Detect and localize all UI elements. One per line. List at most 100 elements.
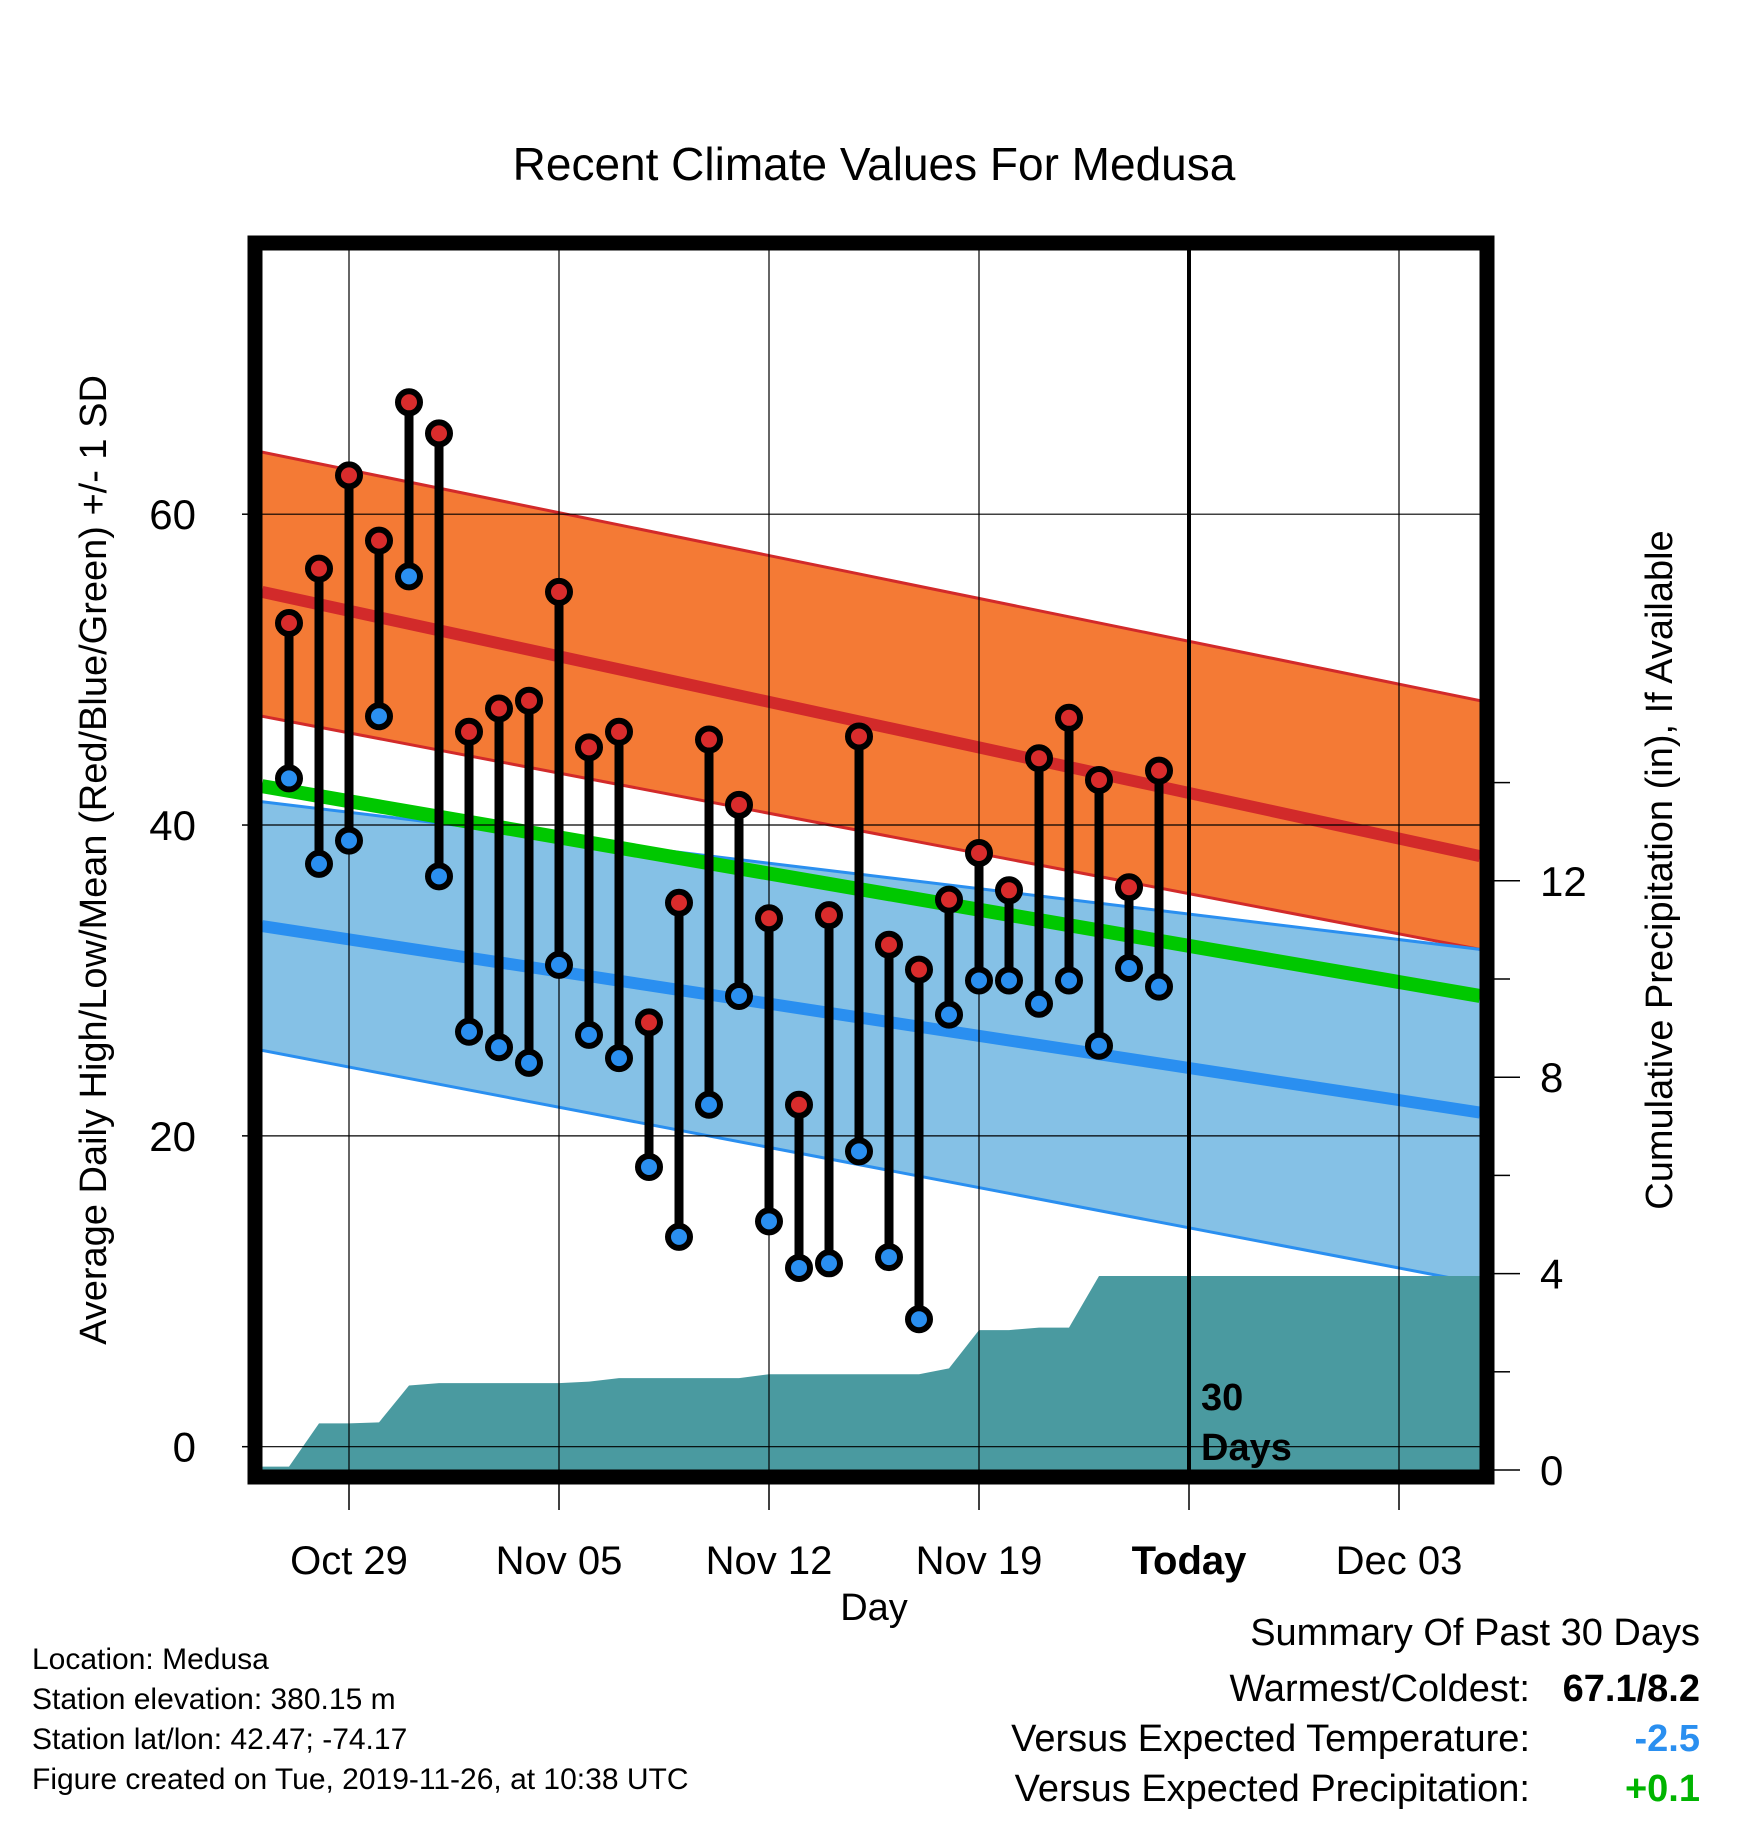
daily-low-point — [275, 764, 303, 793]
today-days-label: Days — [1201, 1427, 1292, 1469]
daily-low-point — [455, 1017, 483, 1046]
x-tick-label: Oct 29 — [290, 1539, 408, 1583]
daily-high-point — [755, 904, 783, 933]
daily-low-point — [575, 1020, 603, 1049]
normal-high-line — [262, 586, 1480, 862]
daily-low-point — [605, 1044, 633, 1073]
summary-title: Summary Of Past 30 Days — [1250, 1612, 1700, 1654]
daily-high-point — [395, 388, 423, 417]
y-tick-label: 20 — [149, 1113, 196, 1160]
y2-tick-label: 4 — [1540, 1251, 1563, 1298]
daily-low-point — [545, 950, 573, 979]
summary-panel: Summary Of Past 30 Days Warmest/Coldest:… — [920, 1612, 1700, 1818]
daily-low-point — [485, 1033, 513, 1062]
daily-low-point — [635, 1152, 663, 1181]
x-tick-label: Nov 12 — [706, 1539, 833, 1583]
elevation-text: Station elevation: 380.15 m — [32, 1683, 396, 1716]
x-tick-label: Nov 05 — [496, 1539, 623, 1583]
daily-low-point — [785, 1253, 813, 1282]
daily-low-point — [365, 702, 393, 731]
today-days-label: 30 — [1201, 1377, 1243, 1419]
daily-low-point — [995, 966, 1023, 995]
daily-low-point — [905, 1305, 933, 1334]
daily-high-point — [725, 790, 753, 819]
normal-low-band — [262, 801, 1480, 1284]
y2-tick-label: 12 — [1540, 858, 1587, 905]
daily-high-point — [965, 839, 993, 868]
daily-high-point — [875, 930, 903, 959]
daily-low-point — [335, 826, 363, 855]
daily-high-point — [1145, 756, 1173, 785]
plot-area: 30 Days — [262, 250, 1480, 1470]
daily-low-point — [305, 849, 333, 878]
daily-high-point — [335, 461, 363, 490]
plot-frame — [247, 235, 1495, 1485]
daily-high-point — [485, 694, 513, 723]
daily-high-point — [305, 554, 333, 583]
x-tick-label: Nov 19 — [916, 1539, 1043, 1583]
daily-low-point — [395, 562, 423, 591]
daily-high-point — [845, 722, 873, 751]
daily-high-point — [635, 1008, 663, 1037]
station-info: Location: Medusa Station elevation: 380.… — [32, 1640, 689, 1800]
daily-high-point — [365, 526, 393, 555]
daily-low-point — [1085, 1031, 1113, 1060]
daily-low-point — [425, 862, 453, 891]
high-sd-upper-line — [262, 450, 1480, 703]
daily-high-point — [515, 686, 543, 715]
y2-axis-label: Cumulative Precipitation (in), If Availa… — [1639, 530, 1681, 1209]
daily-low-point — [965, 966, 993, 995]
precip-area — [262, 1276, 1480, 1470]
temp-anomaly-label: Versus Expected Temperature: — [1011, 1718, 1530, 1760]
y-tick-label: 60 — [149, 491, 196, 538]
y-axis-label: Average Daily High/Low/Mean (Red/Blue/Gr… — [73, 375, 115, 1345]
daily-low-point — [515, 1048, 543, 1077]
y-tick-label: 0 — [173, 1424, 196, 1471]
x-tick-label: Dec 03 — [1336, 1539, 1463, 1583]
daily-low-point — [665, 1222, 693, 1251]
daily-low-point — [845, 1137, 873, 1166]
low-sd-lower-line — [262, 1048, 1480, 1285]
daily-high-point — [1085, 765, 1113, 794]
precip-anomaly-value: +0.1 — [1624, 1768, 1700, 1810]
daily-high-point — [935, 885, 963, 914]
daily-low-point — [875, 1243, 903, 1272]
daily-low-point — [1055, 966, 1083, 995]
chart-title: Recent Climate Values For Medusa — [513, 138, 1236, 190]
daily-high-point — [665, 888, 693, 917]
daily-high-point — [455, 717, 483, 746]
y2-tick-label: 8 — [1540, 1054, 1563, 1101]
daily-high-point — [575, 733, 603, 762]
daily-high-point — [815, 901, 843, 930]
warm-cold-value: 67.1/8.2 — [1562, 1668, 1700, 1710]
daily-high-point — [1025, 744, 1053, 773]
daily-low-point — [1115, 954, 1143, 983]
latlon-text: Station lat/lon: 42.47; -74.17 — [32, 1723, 408, 1756]
location-text: Location: Medusa — [32, 1643, 269, 1676]
daily-low-point — [935, 1000, 963, 1029]
daily-high-point — [695, 725, 723, 754]
y2-tick-label: 0 — [1540, 1447, 1563, 1494]
created-text: Figure created on Tue, 2019-11-26, at 10… — [32, 1763, 689, 1796]
x-tick-label: Today — [1132, 1539, 1248, 1583]
daily-low-point — [695, 1090, 723, 1119]
daily-low-point — [755, 1207, 783, 1236]
daily-high-point — [1055, 703, 1083, 732]
daily-high-point — [905, 955, 933, 984]
plot-content: 30 Days — [262, 250, 1480, 1470]
daily-high-point — [785, 1090, 813, 1119]
precip-anomaly-label: Versus Expected Precipitation: — [1014, 1768, 1530, 1810]
y-tick-label: 40 — [149, 802, 196, 849]
daily-low-point — [1145, 972, 1173, 1001]
axes: 0 20 40 60 0 4 8 12 Oct 29 Nov 05 Nov 12 Nov 19 Toda… — [149, 235, 1587, 1583]
temp-anomaly-value: -2.5 — [1634, 1718, 1700, 1760]
daily-high-point — [605, 717, 633, 746]
daily-high-point — [995, 876, 1023, 905]
daily-low-point — [725, 981, 753, 1010]
daily-high-point — [275, 608, 303, 637]
x-axis-label: Day — [840, 1587, 908, 1629]
daily-low-point — [815, 1249, 843, 1278]
daily-low-point — [1025, 989, 1053, 1018]
warm-cold-label: Warmest/Coldest: — [1229, 1668, 1530, 1710]
